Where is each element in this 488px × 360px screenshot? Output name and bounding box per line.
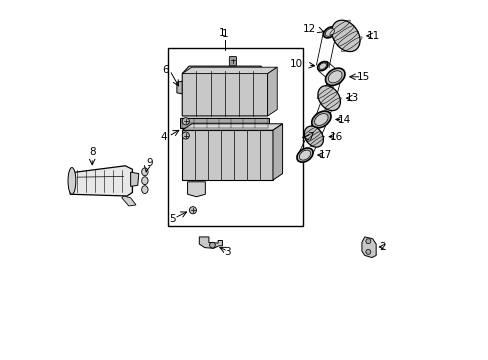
Polygon shape [182, 66, 267, 116]
Ellipse shape [325, 28, 334, 36]
Circle shape [189, 207, 196, 214]
Text: 2: 2 [379, 242, 386, 252]
Ellipse shape [296, 148, 312, 162]
Ellipse shape [317, 86, 340, 111]
Ellipse shape [319, 63, 325, 69]
Ellipse shape [323, 27, 336, 38]
Polygon shape [272, 124, 282, 180]
Circle shape [365, 239, 370, 244]
Text: 12: 12 [302, 24, 315, 34]
Ellipse shape [314, 114, 327, 125]
Text: 11: 11 [366, 31, 379, 41]
Text: 3: 3 [224, 247, 230, 257]
Text: 8: 8 [89, 147, 95, 157]
Bar [182, 130, 272, 180]
Polygon shape [267, 67, 277, 116]
Polygon shape [177, 80, 191, 95]
Text: 14: 14 [337, 114, 350, 125]
Ellipse shape [68, 167, 76, 194]
Ellipse shape [142, 177, 148, 185]
Bar [168, 48, 303, 226]
Text: 16: 16 [329, 132, 343, 141]
Polygon shape [361, 237, 375, 257]
Circle shape [182, 118, 189, 125]
Bar [180, 118, 269, 129]
Ellipse shape [317, 62, 327, 71]
Text: 4: 4 [161, 132, 167, 142]
FancyBboxPatch shape [229, 57, 236, 66]
Circle shape [182, 132, 189, 139]
Ellipse shape [299, 150, 310, 160]
Ellipse shape [331, 20, 359, 51]
Polygon shape [182, 124, 282, 130]
Circle shape [209, 242, 215, 248]
Text: 7: 7 [306, 132, 313, 142]
Polygon shape [122, 196, 136, 206]
Polygon shape [70, 166, 132, 196]
Ellipse shape [311, 111, 330, 128]
Polygon shape [199, 237, 222, 248]
Text: 10: 10 [289, 59, 303, 69]
Text: 13: 13 [346, 93, 359, 103]
Ellipse shape [142, 168, 148, 176]
Ellipse shape [328, 71, 341, 83]
Text: 9: 9 [146, 158, 153, 168]
Ellipse shape [142, 186, 148, 194]
Text: 17: 17 [319, 150, 332, 160]
Text: 5: 5 [169, 214, 176, 224]
Ellipse shape [304, 126, 323, 147]
Polygon shape [182, 67, 277, 73]
Text: 15: 15 [356, 72, 369, 82]
Polygon shape [187, 182, 205, 197]
Text: 1: 1 [221, 30, 227, 40]
Circle shape [365, 249, 370, 255]
Polygon shape [130, 172, 139, 186]
Ellipse shape [325, 68, 344, 85]
Text: 1: 1 [218, 28, 225, 39]
Text: 6: 6 [162, 66, 168, 75]
